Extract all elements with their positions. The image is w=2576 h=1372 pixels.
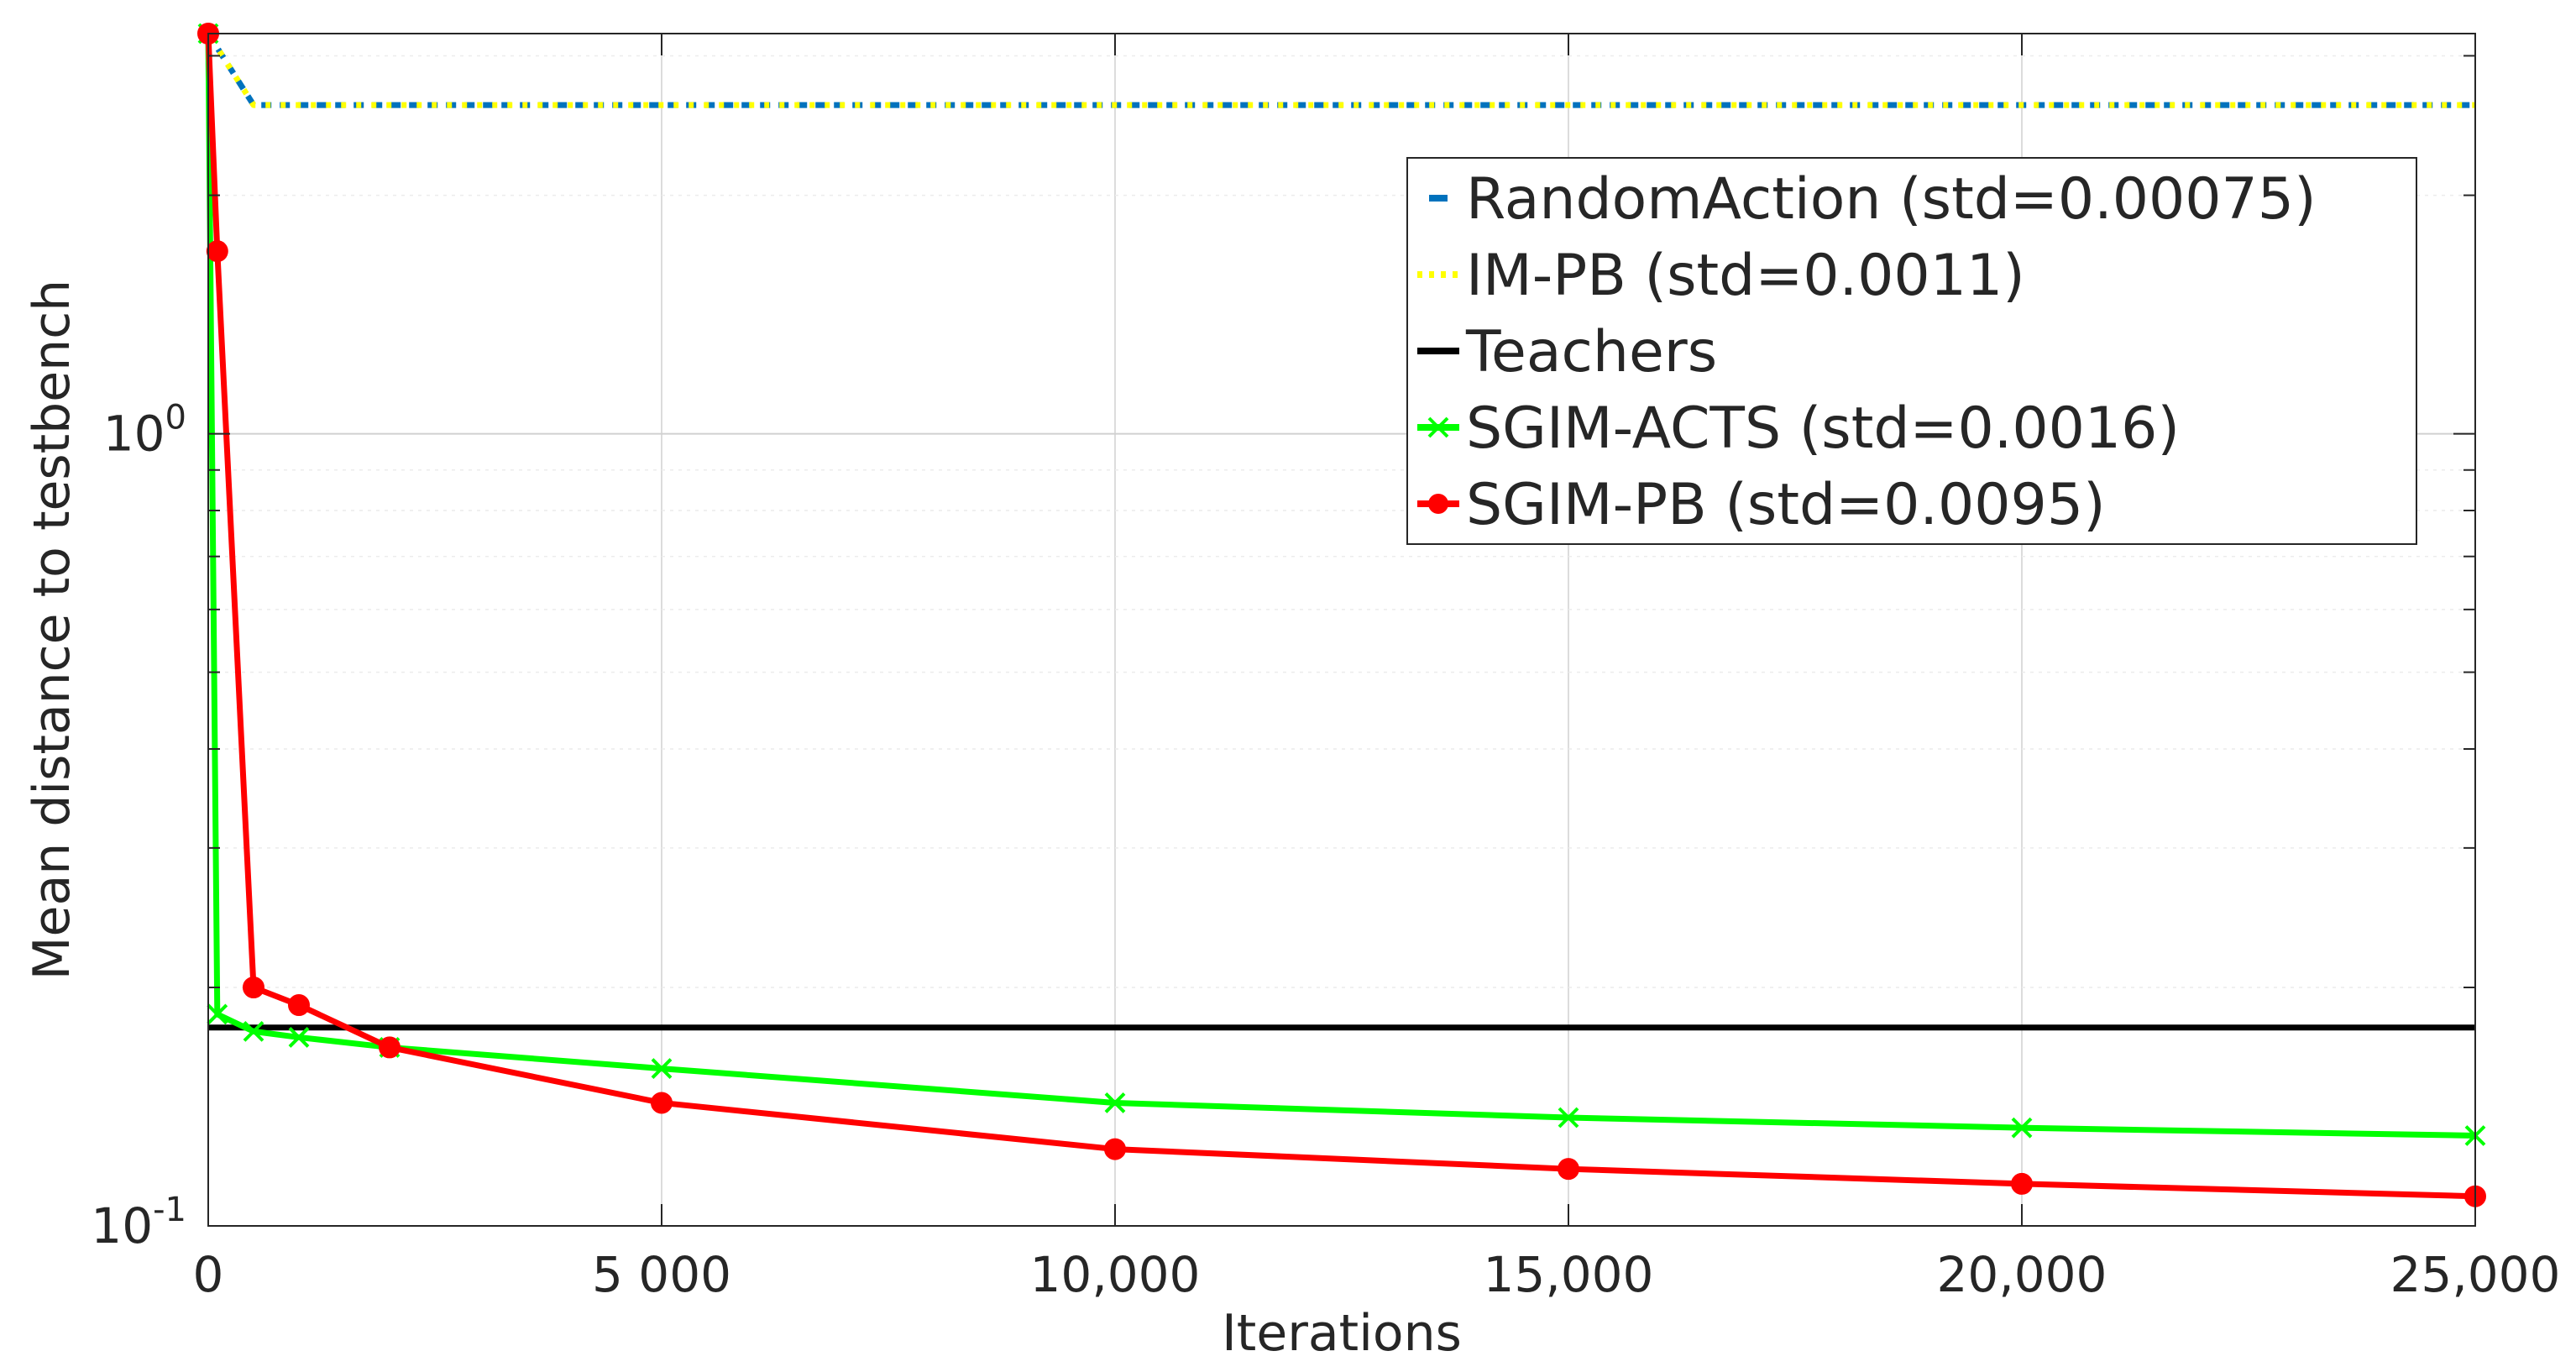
legend-marker [1428, 494, 1448, 514]
series-4 [197, 23, 2486, 1207]
legend-label: IM-PB (std=0.0011) [1466, 243, 2025, 309]
data-point [2011, 1117, 2033, 1139]
series-3 [197, 23, 2486, 1146]
data-point [379, 1036, 401, 1059]
legend-label: SGIM-PB (std=0.0095) [1466, 472, 2106, 538]
legend-label: RandomAction (std=0.00075) [1466, 166, 2317, 233]
grid [207, 34, 2476, 1227]
x-tick-label: 15,000 [1484, 1246, 1654, 1303]
data-point [1104, 1092, 1126, 1113]
legend-marker [1427, 416, 1449, 438]
series-1 [206, 32, 2475, 108]
series-line [205, 33, 2476, 1200]
y-tick-label: 10-1 [91, 1191, 186, 1254]
legend-box [1406, 157, 2417, 545]
data-point [651, 1058, 673, 1079]
legend-label: SGIM-ACTS (std=0.0016) [1466, 395, 2180, 462]
data-point [207, 1003, 228, 1025]
series-line [205, 33, 2476, 1139]
legend: RandomAction (std=0.00075) IM-PB (std=0.0… [1406, 157, 2417, 545]
data-point [243, 977, 264, 998]
data-point [1104, 1138, 1126, 1160]
x-tick-label: 0 [193, 1246, 224, 1303]
data-point [288, 994, 310, 1017]
data-point [2011, 1172, 2033, 1195]
y-tick-label: 100 [103, 399, 186, 463]
x-tick-label: 10,000 [1030, 1246, 1201, 1303]
legend-label: Teachers [1465, 319, 1717, 385]
data-point [288, 1027, 310, 1048]
data-point [651, 1092, 673, 1114]
series-line [206, 32, 2475, 108]
y-axis-label: Mean distance to testbench [23, 280, 81, 980]
ticks: 0 5 000 10,000 15,000 20,000 25,000 100 10-1 [91, 34, 2560, 1303]
x-tick-label: 20,000 [1937, 1246, 2107, 1303]
x-tick-label: 25,000 [2390, 1246, 2561, 1303]
data-point [243, 1020, 264, 1042]
x-axis-label: Iterations [1222, 1304, 1462, 1363]
data-point [206, 240, 228, 263]
data-point [1558, 1158, 1579, 1181]
series-layer [197, 23, 2486, 1207]
x-tick-label: 5 000 [592, 1246, 731, 1303]
data-point [1558, 1107, 1579, 1128]
axes-box [207, 33, 2476, 1227]
